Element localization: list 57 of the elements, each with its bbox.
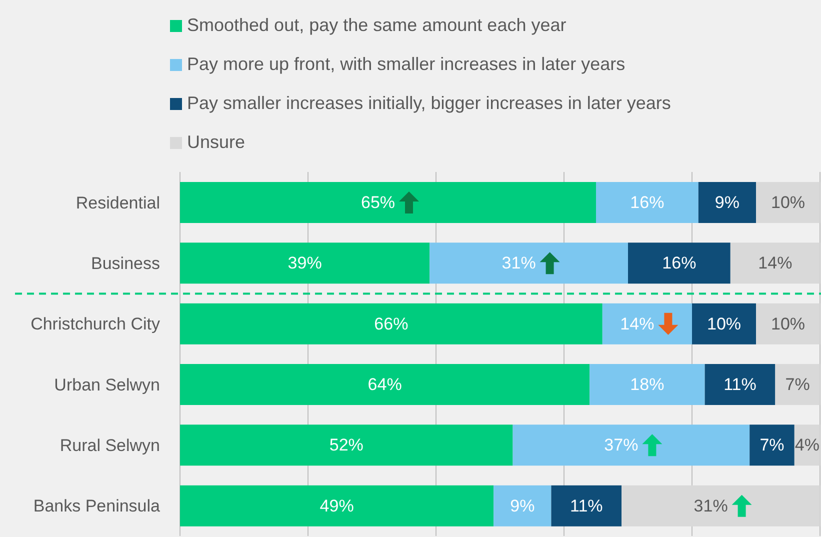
bar — [775, 364, 820, 405]
y-tick-label: Business — [91, 254, 160, 274]
data-label: 11% — [570, 496, 603, 516]
data-label: 16% — [630, 193, 664, 212]
y-tick-label: Residential — [76, 193, 160, 212]
y-tick-label: Christchurch City — [30, 314, 160, 334]
data-label: 31% — [694, 496, 728, 516]
bar — [180, 424, 513, 466]
y-tick-label: Rural Selwyn — [60, 436, 160, 456]
data-label: 7% — [785, 375, 810, 394]
bar — [602, 303, 692, 344]
bar — [756, 182, 820, 223]
data-label: 10% — [770, 193, 806, 212]
data-label: 4% — [794, 436, 820, 455]
data-label: 65% — [360, 193, 396, 212]
legend-label: Pay more up front, with smaller increases in later years — [187, 54, 626, 75]
data-label: 7% — [760, 436, 784, 455]
y-tick-label: Urban Selwyn — [54, 375, 160, 394]
data-label: 11% — [724, 375, 756, 394]
data-label: 9% — [510, 496, 535, 516]
bar — [180, 303, 602, 344]
bar — [180, 364, 590, 405]
bar — [692, 303, 756, 344]
data-label: 14% — [620, 314, 654, 334]
data-label: 64% — [368, 375, 402, 394]
bar — [590, 364, 705, 405]
bar — [730, 242, 820, 284]
data-label: 31% — [502, 254, 536, 273]
bar — [596, 182, 698, 223]
data-label: 10% — [770, 314, 806, 334]
y-tick-label: Banks Peninsula — [33, 496, 161, 516]
bar — [628, 242, 730, 284]
bar — [180, 485, 494, 526]
data-label: 9% — [714, 193, 740, 212]
data-label: 10% — [706, 314, 742, 334]
legend-label: Pay smaller increases initially, bigger increases in later years — [187, 93, 671, 114]
bar — [551, 485, 622, 526]
legend-label: Smoothed out, pay the same amount each year — [187, 15, 566, 36]
bar — [512, 424, 750, 466]
data-label: 39% — [288, 254, 322, 273]
data-label: 18% — [630, 375, 664, 394]
bar — [430, 242, 628, 284]
bar — [180, 242, 430, 284]
data-label: 52% — [329, 436, 364, 455]
data-label: 16% — [662, 254, 696, 273]
data-label: 66% — [374, 314, 408, 334]
bar — [698, 182, 756, 223]
data-label: 14% — [758, 254, 792, 273]
bar — [180, 182, 596, 223]
bar — [622, 485, 820, 526]
data-label: 49% — [320, 496, 354, 516]
bar — [494, 485, 552, 526]
data-label: 37% — [604, 436, 638, 455]
bar — [756, 303, 820, 344]
legend-label: Unsure — [187, 132, 246, 153]
bar — [750, 424, 794, 466]
bar — [704, 364, 776, 405]
